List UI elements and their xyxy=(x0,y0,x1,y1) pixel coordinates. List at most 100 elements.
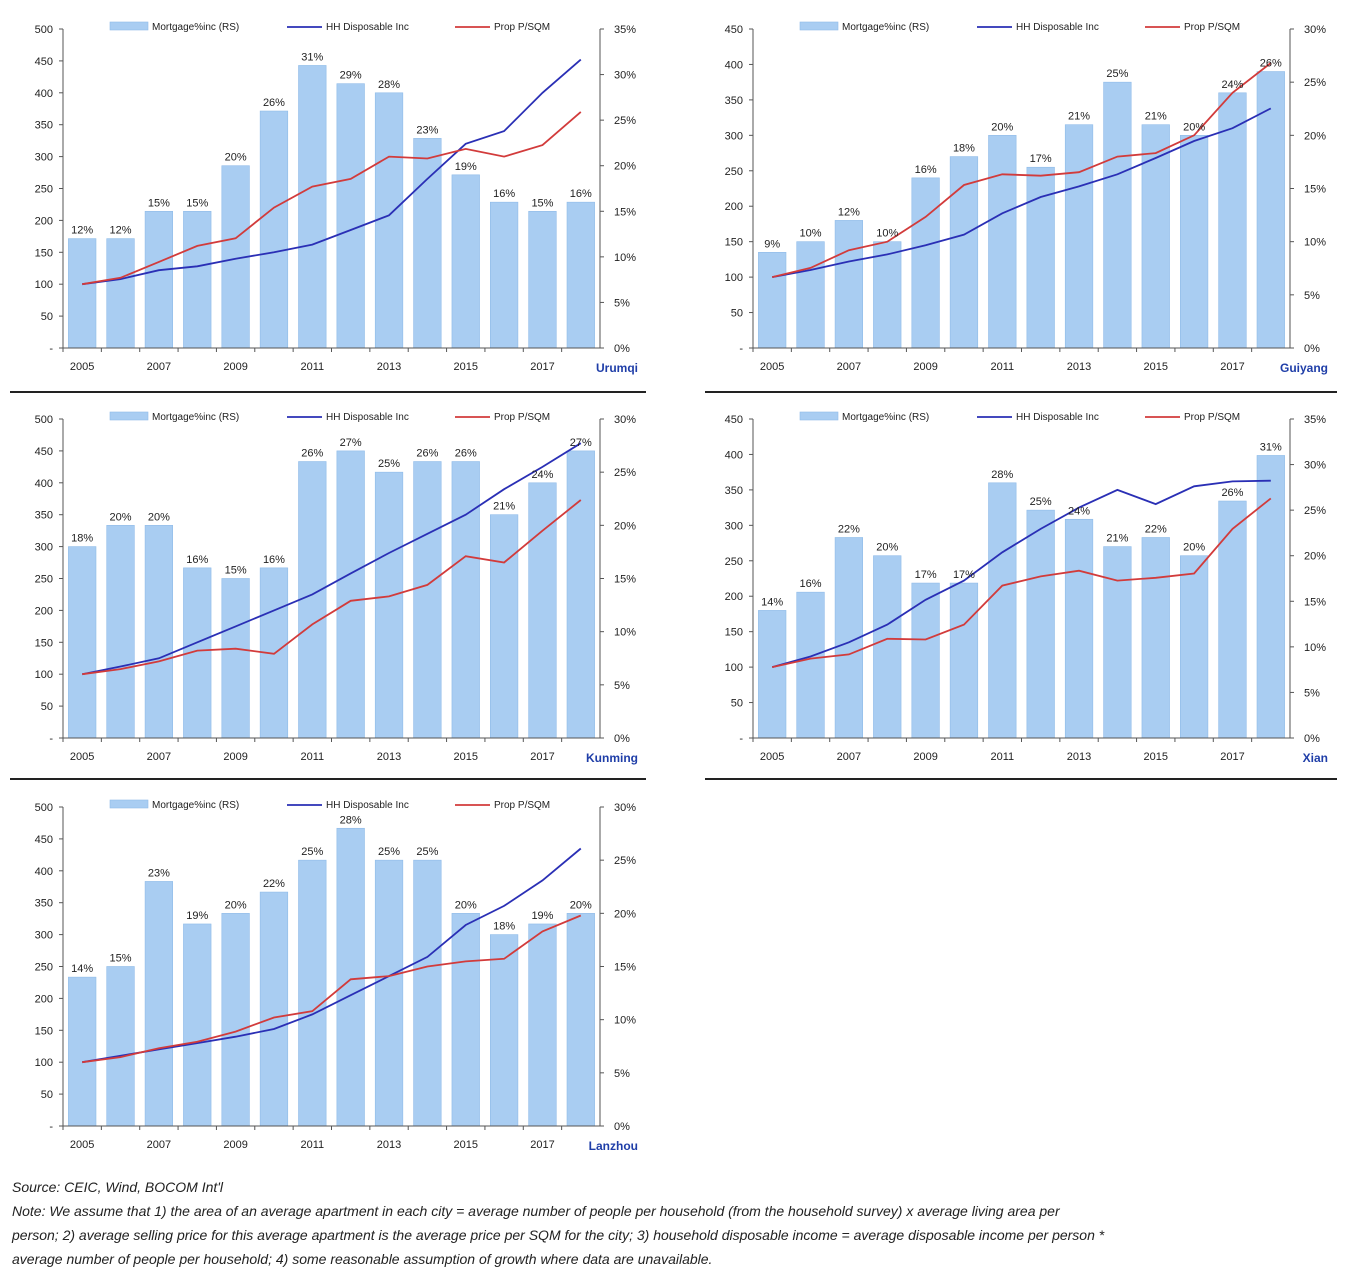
urumqi-bar-2011 xyxy=(298,65,327,349)
chart-kunming-svg: 500 450 400 350 300 250 200 150 100 50 - 30% 25% 20% 1… xyxy=(35,411,638,765)
urumqi-bar-2012 xyxy=(336,83,365,349)
guiyang-bar-label-2012: 17% xyxy=(1030,153,1052,165)
source-text: Source: CEIC, Wind, BOCOM Int'l xyxy=(12,1179,224,1195)
xian-bar-2018 xyxy=(1256,455,1285,739)
kunming-prop-line xyxy=(82,499,582,676)
xian-bar-2010 xyxy=(949,582,979,739)
lanzhou-right-tick-label: 25% xyxy=(614,855,636,867)
urumqi-bar-2005 xyxy=(68,238,97,349)
lanzhou-bar-2010 xyxy=(259,891,289,1127)
divider-top-right xyxy=(705,391,1337,393)
lanzhou-bar-2011 xyxy=(298,859,327,1127)
lanzhou-bar-2005 xyxy=(68,976,97,1127)
lanzhou-left-tick-label: 500 xyxy=(35,802,53,814)
lanzhou-x-tick-label: 2015 xyxy=(454,1139,478,1151)
xian-left-tick-label: 300 xyxy=(725,520,743,532)
kunming-left-tick-label: 150 xyxy=(35,637,53,649)
xian-right-tick-label: 35% xyxy=(1304,414,1326,426)
urumqi-right-tick-label: 10% xyxy=(614,252,636,264)
lanzhou-x-tick-label: 2017 xyxy=(530,1139,554,1151)
lanzhou-bar-label-2018: 20% xyxy=(570,899,592,911)
lanzhou-bar-label-2011: 25% xyxy=(301,846,323,858)
guiyang-bar-label-2017: 24% xyxy=(1221,79,1243,91)
kunming-bar-label-2007: 20% xyxy=(148,511,170,523)
xian-bar-label-2005: 14% xyxy=(761,596,783,608)
xian-bar-label-2008: 20% xyxy=(876,542,898,554)
kunming-left-tick-label: 250 xyxy=(35,574,53,586)
xian-bar-label-2007: 22% xyxy=(838,523,860,535)
xian-bar-label-2012: 25% xyxy=(1030,496,1052,508)
xian-city-label: Xian xyxy=(1303,751,1328,765)
urumqi-left-tick-label: 250 xyxy=(35,184,53,196)
xian-bar-label-2010: 17% xyxy=(953,569,975,581)
guiyang-x-tick-label: 2009 xyxy=(913,361,937,373)
lanzhou-x-tick-label: 2007 xyxy=(147,1139,171,1151)
urumqi-bar-label-2007: 15% xyxy=(148,197,170,209)
xian-legend-bar-swatch xyxy=(799,411,839,421)
xian-bar-label-2017: 26% xyxy=(1221,487,1243,499)
urumqi-bar-label-2016: 16% xyxy=(493,188,515,200)
xian-bar-2017 xyxy=(1218,500,1247,739)
kunming-left-tick-label: 450 xyxy=(35,446,53,458)
kunming-bar-label-2016: 21% xyxy=(493,501,515,513)
guiyang-bar-2009 xyxy=(911,177,940,349)
lanzhou-bar-label-2007: 23% xyxy=(148,867,170,879)
urumqi-bar-label-2013: 28% xyxy=(378,79,400,91)
guiyang-bar-label-2015: 21% xyxy=(1145,111,1167,123)
lanzhou-x-tick-label: 2009 xyxy=(223,1139,247,1151)
guiyang-right-tick-label: 30% xyxy=(1304,24,1326,36)
xian-left-tick-label: 350 xyxy=(725,485,743,497)
xian-bar-label-2015: 22% xyxy=(1145,523,1167,535)
kunming-x-tick-label: 2009 xyxy=(223,751,247,763)
xian-x-tick-label: 2013 xyxy=(1067,751,1091,763)
kunming-bar-2006 xyxy=(106,525,135,739)
kunming-bar-2016 xyxy=(489,514,519,739)
kunming-legend-prop-label: Prop P/SQM xyxy=(494,412,550,423)
xian-left-tick-label: 100 xyxy=(725,662,743,674)
kunming-bar-2009 xyxy=(221,578,250,739)
guiyang-x-tick-label: 2005 xyxy=(760,361,784,373)
urumqi-bar-2017 xyxy=(528,210,557,349)
xian-left-tick-label: 250 xyxy=(725,556,743,568)
kunming-bar-2005 xyxy=(68,546,97,739)
kunming-right-tick-label: 20% xyxy=(614,520,636,532)
guiyang-bar-2005 xyxy=(758,252,787,349)
kunming-left-tick-label: 500 xyxy=(35,414,53,426)
kunming-bar-label-2018: 27% xyxy=(570,437,592,449)
kunming-left-tick-label: - xyxy=(49,733,53,745)
urumqi-x-tick-label: 2007 xyxy=(147,361,171,373)
kunming-bar-label-2005: 18% xyxy=(71,533,93,545)
xian-bar-2016 xyxy=(1179,555,1209,739)
guiyang-x-tick-label: 2013 xyxy=(1067,361,1091,373)
kunming-bar-2018 xyxy=(566,450,595,739)
urumqi-bar-2007 xyxy=(144,210,174,349)
guiyang-hh-line xyxy=(772,107,1272,278)
kunming-left-tick-label: 50 xyxy=(41,701,53,713)
lanzhou-bar-label-2015: 20% xyxy=(455,899,477,911)
guiyang-bar-label-2007: 12% xyxy=(838,206,860,218)
lanzhou-left-tick-label: 150 xyxy=(35,1025,53,1037)
urumqi-x-tick-label: 2005 xyxy=(70,361,94,373)
urumqi-bar-2008 xyxy=(183,210,212,349)
guiyang-left-tick-label: 100 xyxy=(725,272,743,284)
guiyang-left-tick-label: 400 xyxy=(725,59,743,71)
chart-urumqi-svg: 500 450 400 350 300 250 200 150 100 50 - 35% 30% 25% 2… xyxy=(35,21,638,375)
guiyang-bar-label-2018: 26% xyxy=(1260,58,1282,70)
guiyang-right-tick-label: 20% xyxy=(1304,130,1326,142)
lanzhou-right-tick-label: 20% xyxy=(614,908,636,920)
urumqi-left-tick-label: 350 xyxy=(35,120,53,132)
xian-right-tick-label: 30% xyxy=(1304,460,1326,472)
urumqi-x-tick-label: 2009 xyxy=(223,361,247,373)
kunming-x-tick-label: 2005 xyxy=(70,751,94,763)
urumqi-bar-label-2011: 31% xyxy=(301,51,323,63)
urumqi-bar-label-2008: 15% xyxy=(186,197,208,209)
urumqi-right-tick-label: 15% xyxy=(614,206,636,218)
chart-guiyang: 450 400 350 300 250 200 150 100 50 - 30% 25% 20% 15% 1… xyxy=(690,8,1340,388)
guiyang-legend-hh-label: HH Disposable Inc xyxy=(1016,22,1099,33)
kunming-right-tick-label: 25% xyxy=(614,467,636,479)
guiyang-bar-2014 xyxy=(1103,81,1132,349)
xian-bar-label-2006: 16% xyxy=(800,578,822,590)
urumqi-right-tick-label: 20% xyxy=(614,161,636,173)
guiyang-bar-label-2008: 10% xyxy=(876,228,898,240)
urumqi-left-tick-label: 200 xyxy=(35,215,53,227)
